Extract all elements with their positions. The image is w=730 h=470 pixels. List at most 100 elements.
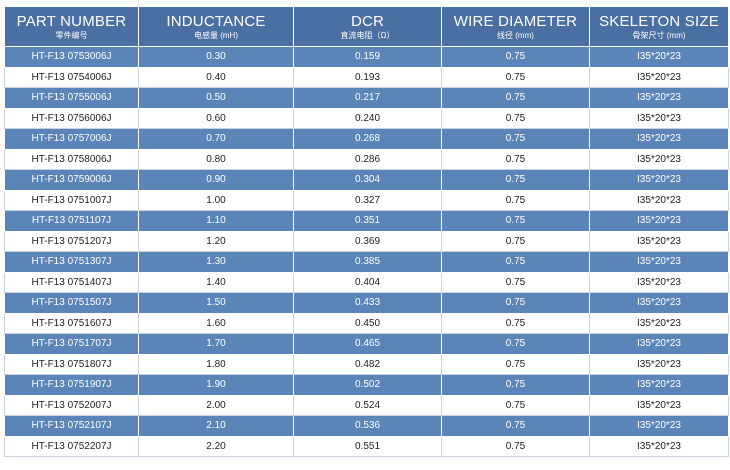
- part-number-cell: HT-F13 0751407J: [4, 271, 139, 293]
- skeleton-size-cell: I35*20*23: [589, 435, 729, 457]
- skeleton-size-cell: I35*20*23: [589, 189, 729, 211]
- part-number-cell: HT-F13 0751207J: [4, 230, 139, 252]
- table-row: HT-F13 0753006J 0.30 0.159 0.75 I35*20*23: [4, 46, 729, 68]
- header-title: WIRE DIAMETER: [453, 12, 578, 30]
- wire-diameter-cell: 0.75: [441, 271, 590, 293]
- dcr-cell: 0.351: [293, 210, 442, 232]
- inductance-cell: 1.30: [138, 251, 294, 273]
- dcr-cell: 0.524: [293, 394, 442, 416]
- inductance-cell: 0.70: [138, 128, 294, 150]
- inductance-cell: 2.10: [138, 415, 294, 437]
- skeleton-size-cell: I35*20*23: [589, 169, 729, 191]
- wire-diameter-cell: 0.75: [441, 46, 590, 68]
- skeleton-size-cell: I35*20*23: [589, 230, 729, 252]
- dcr-cell: 0.240: [293, 107, 442, 129]
- inductance-cell: 1.70: [138, 333, 294, 355]
- inductance-cell: 1.90: [138, 374, 294, 396]
- header-wire-diameter: WIRE DIAMETER 线径 (mm): [441, 6, 590, 47]
- wire-diameter-cell: 0.75: [441, 415, 590, 437]
- inductance-cell: 1.50: [138, 292, 294, 314]
- header-title: PART NUMBER: [16, 12, 127, 30]
- wire-diameter-cell: 0.75: [441, 66, 590, 88]
- skeleton-size-cell: I35*20*23: [589, 333, 729, 355]
- inductance-cell: 2.20: [138, 435, 294, 457]
- dcr-cell: 0.536: [293, 415, 442, 437]
- table-row: HT-F13 0751707J 1.70 0.465 0.75 I35*20*23: [4, 333, 729, 355]
- skeleton-size-cell: I35*20*23: [589, 128, 729, 150]
- header-title: SKELETON SIZE: [599, 12, 719, 30]
- header-part-number: PART NUMBER 零件编号: [4, 6, 139, 47]
- part-number-cell: HT-F13 0759006J: [4, 169, 139, 191]
- part-number-cell: HT-F13 0751307J: [4, 251, 139, 273]
- table-row: HT-F13 0751807J 1.80 0.482 0.75 I35*20*23: [4, 353, 729, 375]
- part-number-cell: HT-F13 0758006J: [4, 148, 139, 170]
- table-row: HT-F13 0755006J 0.50 0.217 0.75 I35*20*23: [4, 87, 729, 109]
- part-number-cell: HT-F13 0751507J: [4, 292, 139, 314]
- table-row: HT-F13 0751507J 1.50 0.433 0.75 I35*20*23: [4, 292, 729, 314]
- skeleton-size-cell: I35*20*23: [589, 107, 729, 129]
- inductance-cell: 1.60: [138, 312, 294, 334]
- inductance-cell: 0.60: [138, 107, 294, 129]
- header-subtitle: 线径 (mm): [497, 30, 534, 40]
- header-title: DCR: [350, 12, 385, 30]
- skeleton-size-cell: I35*20*23: [589, 87, 729, 109]
- wire-diameter-cell: 0.75: [441, 87, 590, 109]
- skeleton-size-cell: I35*20*23: [589, 148, 729, 170]
- wire-diameter-cell: 0.75: [441, 107, 590, 129]
- dcr-cell: 0.551: [293, 435, 442, 457]
- table-row: HT-F13 0751107J 1.10 0.351 0.75 I35*20*23: [4, 210, 729, 232]
- header-subtitle: 电感量 (mH): [194, 30, 238, 40]
- dcr-cell: 0.369: [293, 230, 442, 252]
- table-row: HT-F13 0759006J 0.90 0.304 0.75 I35*20*23: [4, 169, 729, 191]
- part-number-cell: HT-F13 0751007J: [4, 189, 139, 211]
- skeleton-size-cell: I35*20*23: [589, 46, 729, 68]
- dcr-cell: 0.450: [293, 312, 442, 334]
- header-skeleton-size: SKELETON SIZE 骨架尺寸 (mm): [589, 6, 729, 47]
- skeleton-size-cell: I35*20*23: [589, 251, 729, 273]
- header-inductance: INDUCTANCE 电感量 (mH): [138, 6, 294, 47]
- inductance-cell: 0.50: [138, 87, 294, 109]
- skeleton-size-cell: I35*20*23: [589, 312, 729, 334]
- wire-diameter-cell: 0.75: [441, 435, 590, 457]
- table-row: HT-F13 0754006J 0.40 0.193 0.75 I35*20*23: [4, 66, 729, 88]
- inductance-cell: 1.80: [138, 353, 294, 375]
- skeleton-size-cell: I35*20*23: [589, 353, 729, 375]
- inductance-cell: 0.30: [138, 46, 294, 68]
- wire-diameter-cell: 0.75: [441, 230, 590, 252]
- part-number-cell: HT-F13 0751907J: [4, 374, 139, 396]
- wire-diameter-cell: 0.75: [441, 251, 590, 273]
- header-row: PART NUMBER 零件编号 INDUCTANCE 电感量 (mH) DCR…: [4, 6, 729, 47]
- table-row: HT-F13 0757006J 0.70 0.268 0.75 I35*20*23: [4, 128, 729, 150]
- dcr-cell: 0.159: [293, 46, 442, 68]
- wire-diameter-cell: 0.75: [441, 148, 590, 170]
- inductance-cell: 0.40: [138, 66, 294, 88]
- wire-diameter-cell: 0.75: [441, 312, 590, 334]
- part-number-cell: HT-F13 0754006J: [4, 66, 139, 88]
- table-row: HT-F13 0751307J 1.30 0.385 0.75 I35*20*23: [4, 251, 729, 273]
- wire-diameter-cell: 0.75: [441, 353, 590, 375]
- header-dcr: DCR 直流电阻（Ω）: [293, 6, 442, 47]
- table-row: HT-F13 0752107J 2.10 0.536 0.75 I35*20*23: [4, 415, 729, 437]
- dcr-cell: 0.465: [293, 333, 442, 355]
- spec-table-container: PART NUMBER 零件编号 INDUCTANCE 电感量 (mH) DCR…: [4, 6, 729, 457]
- skeleton-size-cell: I35*20*23: [589, 374, 729, 396]
- part-number-cell: HT-F13 0752107J: [4, 415, 139, 437]
- table-row: HT-F13 0751007J 1.00 0.327 0.75 I35*20*23: [4, 189, 729, 211]
- dcr-cell: 0.404: [293, 271, 442, 293]
- table-row: HT-F13 0756006J 0.60 0.240 0.75 I35*20*23: [4, 107, 729, 129]
- dcr-cell: 0.268: [293, 128, 442, 150]
- part-number-cell: HT-F13 0753006J: [4, 46, 139, 68]
- skeleton-size-cell: I35*20*23: [589, 415, 729, 437]
- dcr-cell: 0.502: [293, 374, 442, 396]
- wire-diameter-cell: 0.75: [441, 210, 590, 232]
- inductance-cell: 1.40: [138, 271, 294, 293]
- dcr-cell: 0.385: [293, 251, 442, 273]
- inductance-cell: 1.00: [138, 189, 294, 211]
- skeleton-size-cell: I35*20*23: [589, 66, 729, 88]
- header-subtitle: 骨架尺寸 (mm): [632, 30, 686, 40]
- header-subtitle: 零件编号: [55, 30, 88, 40]
- part-number-cell: HT-F13 0756006J: [4, 107, 139, 129]
- dcr-cell: 0.433: [293, 292, 442, 314]
- part-number-cell: HT-F13 0752007J: [4, 394, 139, 416]
- wire-diameter-cell: 0.75: [441, 374, 590, 396]
